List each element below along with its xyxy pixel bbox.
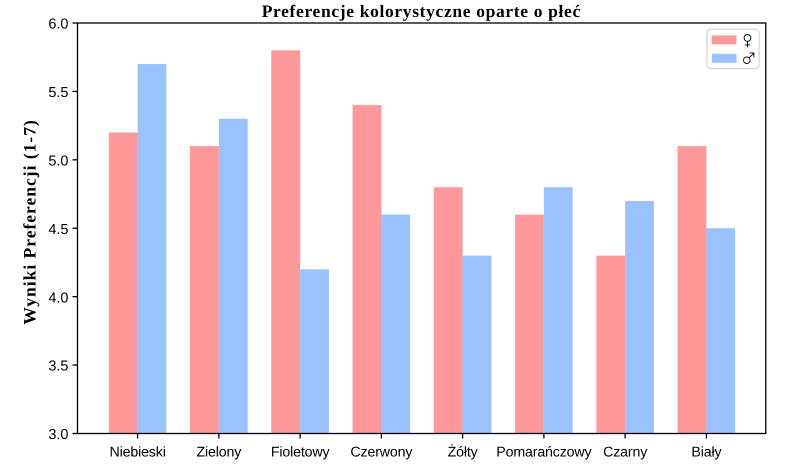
svg-text:Pomarańczowy: Pomarańczowy [496, 445, 592, 461]
svg-text:6.0: 6.0 [48, 17, 68, 33]
svg-text:Preferencje kolorystyczne opar: Preferencje kolorystyczne oparte o płeć [262, 1, 581, 21]
svg-text:Czerwony: Czerwony [350, 445, 413, 461]
svg-text:4.0: 4.0 [48, 290, 68, 306]
svg-text:Fioletowy: Fioletowy [271, 445, 331, 461]
svg-text:3.0: 3.0 [48, 427, 68, 443]
svg-text:Czarny: Czarny [603, 445, 648, 461]
svg-text:5.0: 5.0 [48, 153, 68, 169]
svg-text:5.5: 5.5 [48, 85, 68, 101]
svg-text:Niebieski: Niebieski [109, 445, 165, 461]
svg-text:Biały: Biały [691, 445, 722, 461]
svg-text:Wyniki Preferencji (1-7): Wyniki Preferencji (1-7) [20, 119, 40, 324]
svg-text:Żółty: Żółty [448, 444, 479, 461]
svg-text:Zielony: Zielony [197, 445, 243, 461]
svg-text:4.5: 4.5 [48, 222, 68, 238]
svg-text:3.5: 3.5 [48, 359, 68, 375]
